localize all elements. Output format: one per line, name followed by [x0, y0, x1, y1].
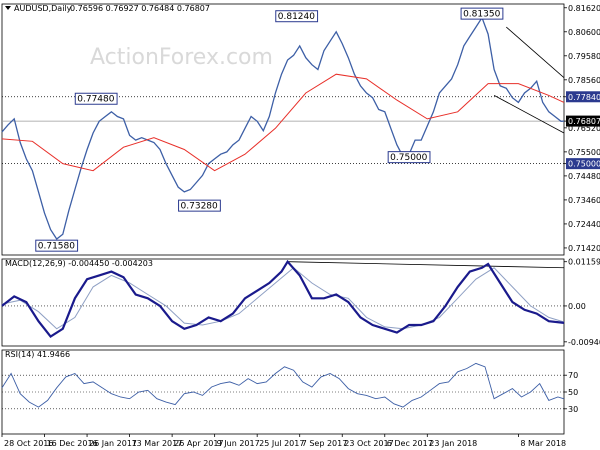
price-tick-label: 0.76520 [568, 124, 600, 133]
price-tick-label: 0.76807 [568, 117, 600, 126]
price-series-line [1, 16, 565, 240]
time-tick-label: 25 Jul 2017 [259, 439, 304, 448]
rsi-panel: 70 50 30 RSI(14) 41.9466 [1, 350, 578, 414]
price-tick-label: 0.77840 [568, 93, 600, 102]
price-tick-box [566, 91, 600, 103]
watermark: ActionForex.com [90, 45, 273, 70]
annotation-box [387, 151, 431, 164]
annotation-box [178, 199, 221, 212]
macd-levels [2, 261, 565, 307]
annotation-label: 0.71580 [38, 242, 75, 252]
price-tick-box [566, 158, 600, 170]
annotation-box [460, 7, 504, 20]
price-tick-label: 0.75000 [568, 160, 600, 169]
annotation-label: 0.73280 [181, 202, 218, 212]
price-channel [493, 26, 565, 134]
price-panel: ActionForex.com 0.81240 0.81350 0.77480 0.7… [1, 4, 600, 253]
annotation-label: 0.81350 [463, 10, 500, 20]
annotation-label: 0.75000 [390, 153, 427, 163]
price-frame [1, 3, 565, 256]
time-tick-label: 7 Sep 2017 [302, 439, 348, 448]
time-tick-label: 23 Oct 2017 [344, 439, 393, 448]
macd-tick-label: 0.01159 [568, 258, 600, 267]
macd-line [1, 259, 565, 338]
time-tick-label: 26 Apr 2017 [174, 439, 223, 448]
rsi-tick-label: 70 [568, 371, 578, 380]
price-tick-label: 0.78560 [568, 76, 600, 85]
rsi-y-axis: 70 50 30 [564, 371, 578, 414]
channel-line [506, 26, 565, 78]
time-tick-label: 23 Jan 2018 [429, 439, 477, 448]
rsi-line [1, 362, 565, 408]
price-tick-label: 0.79580 [568, 52, 600, 61]
annotation-box [74, 92, 118, 105]
time-tick-label: 26 Jan 2017 [89, 439, 137, 448]
macd-y-axis: 0.01159 0.00 -0.009408 [564, 258, 600, 347]
annotation-box [275, 10, 319, 23]
time-tick-label: 9 Jun 2017 [217, 439, 260, 448]
rsi-levels [2, 374, 564, 410]
macd-tick-label: -0.009408 [568, 338, 600, 347]
price-y-axis: 0.81620 0.80600 0.79580 0.78560 0.77840 0.768… [564, 4, 600, 253]
rsi-label: RSI(14) 41.9466 [5, 350, 70, 359]
time-tick-label: 8 Mar 2018 [520, 439, 566, 448]
price-tick-label: 0.74480 [568, 172, 600, 181]
rsi-tick-label: 50 [568, 388, 578, 397]
time-tick-label: 16 Dec 2016 [47, 439, 98, 448]
annotation-label: 0.81240 [278, 12, 315, 22]
macd-panel: 0.01159 0.00 -0.009408 MACD(12,26,9) -0.00… [1, 258, 600, 347]
symbol-label: AUDUSD,Daily [14, 4, 72, 13]
macd-frame [1, 258, 565, 347]
price-annotations: 0.81240 0.81350 0.77480 0.73280 0.71580 0.750… [35, 7, 504, 252]
time-tick-label: 6 Dec 2017 [387, 439, 433, 448]
moving-average-line [1, 73, 565, 172]
annotation-label: 0.77480 [77, 95, 114, 105]
channel-line [493, 95, 565, 134]
ohlc-label: 0.76596 0.76927 0.76484 0.76807 [70, 4, 210, 13]
price-tick-label: 0.72440 [568, 220, 600, 229]
price-tick-label: 0.75500 [568, 148, 600, 157]
price-tick-label: 0.71420 [568, 244, 600, 253]
macd-trend-line [287, 261, 565, 269]
collapse-arrow-icon[interactable] [5, 6, 11, 10]
macd-label: MACD(12,26,9) -0.004450 -0.004203 [5, 259, 153, 268]
annotation-box [35, 239, 79, 252]
macd-tick-label: 0.00 [568, 302, 586, 311]
price-tick-label: 0.80600 [568, 28, 600, 37]
price-tick-label: 0.81620 [568, 4, 600, 13]
time-tick-label: 28 Oct 2016 [4, 439, 53, 448]
macd-signal-line [1, 267, 565, 330]
time-tick-label: 13 Mar 2017 [132, 439, 183, 448]
price-tick-box [566, 115, 600, 127]
rsi-tick-label: 30 [568, 405, 578, 414]
price-tick-label: 0.73460 [568, 196, 600, 205]
